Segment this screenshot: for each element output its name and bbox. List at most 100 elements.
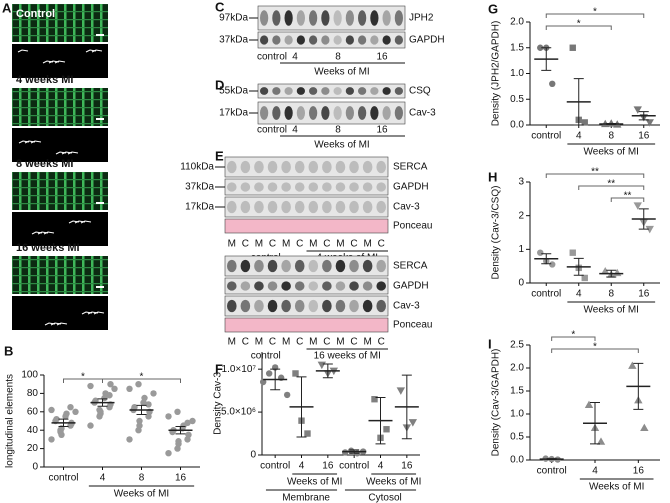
blot-band (281, 281, 291, 291)
blot-band (362, 160, 373, 174)
data-point (145, 401, 152, 408)
y-tick-label: 0 (518, 278, 524, 289)
skeleton-line (80, 220, 92, 224)
sig-label: * (571, 330, 575, 341)
blot-band (333, 106, 342, 120)
data-point (383, 426, 390, 433)
data-point (48, 436, 55, 443)
image-label: Control (16, 8, 55, 20)
data-point (68, 420, 75, 427)
blot-band (254, 259, 264, 273)
sig-bracket (578, 185, 645, 190)
blot-band (321, 35, 330, 45)
skeleton-line (31, 231, 43, 235)
data-point (150, 390, 157, 397)
data-point (581, 274, 588, 282)
blot-strip (224, 255, 389, 277)
blot-band (309, 10, 318, 26)
blot-band (349, 299, 359, 313)
protein-label: Cav-3 (393, 301, 420, 312)
protein-label: Ponceau (393, 320, 432, 331)
blot-band (349, 200, 359, 214)
blot-band (358, 35, 367, 45)
skeleton-line (81, 311, 93, 315)
protein-label: CSQ (409, 86, 431, 97)
data-point (165, 413, 172, 420)
sig-label: ** (624, 191, 632, 202)
x-tick-label: control (531, 289, 561, 300)
blot-band (349, 259, 359, 273)
blot-band (322, 259, 332, 273)
skeleton-line (37, 231, 49, 235)
lane-label: M (336, 337, 344, 348)
data-point (165, 450, 172, 457)
skeleton-line (55, 151, 67, 155)
blot-band (272, 35, 281, 45)
y-tick-label: 0.0 (510, 455, 524, 466)
lane-label: C (296, 239, 303, 250)
data-point (87, 422, 94, 429)
skeleton-line (56, 322, 68, 326)
y-tick-label: 1.0 (510, 68, 524, 79)
lane-label: C (296, 337, 303, 348)
blot-band (308, 299, 319, 313)
lane-label: C (323, 239, 330, 250)
skeleton-line (67, 151, 79, 155)
image-label: 4 weeks MI (16, 74, 73, 86)
blot-band (376, 299, 387, 313)
data-point (131, 404, 138, 411)
blot-band (272, 106, 281, 120)
blot-band (349, 281, 359, 291)
error-bar (573, 78, 584, 126)
blot-band (333, 35, 342, 45)
blot-band (370, 106, 379, 120)
blot-band (382, 10, 391, 26)
blot-band (260, 10, 269, 26)
skeleton-line (61, 151, 73, 155)
blot-band (308, 160, 319, 174)
scale-bar (96, 286, 104, 288)
data-point (317, 361, 327, 370)
lane-label: C (269, 239, 276, 250)
x-tick-label: 16 (175, 473, 187, 484)
skeleton-line (91, 49, 103, 53)
data-point (633, 106, 642, 114)
blot-band (227, 281, 237, 291)
blot-band (267, 200, 278, 214)
data-point (628, 361, 637, 369)
protein-label: Ponceau (393, 221, 432, 232)
group-sublabel: Cytosol (368, 493, 401, 503)
kda-label: 37kDa (219, 35, 248, 46)
data-point (292, 370, 299, 377)
group-label: Weeks of MI (314, 140, 369, 151)
blot-band (345, 10, 354, 26)
blot-band (376, 281, 387, 291)
blot-band (362, 259, 373, 273)
blot-band (308, 200, 319, 214)
blot-band (294, 281, 305, 291)
micrograph (12, 88, 108, 126)
protein-label: SERCA (393, 162, 428, 173)
y-axis-label: Density (Cav-3/CSQ) (491, 186, 502, 280)
blot-band (284, 87, 293, 95)
sig-bracket (551, 348, 639, 353)
blot-band (322, 299, 332, 313)
x-tick-label: control (537, 466, 567, 477)
x-tick-label: control (531, 131, 561, 142)
y-tick-label: 1.0 (510, 409, 524, 420)
skeleton-line (93, 311, 105, 315)
blot-band (382, 35, 391, 45)
y-axis-label: Density Cav-3 (213, 372, 224, 435)
blot-band (227, 200, 237, 214)
y-tick-label: 80 (27, 388, 39, 399)
skeleton-line (85, 49, 97, 53)
blot-band (294, 160, 305, 174)
blot-band (376, 259, 387, 273)
y-tick-label: 0.0 (510, 120, 524, 131)
blot-band (322, 281, 332, 291)
micrograph (12, 4, 108, 42)
skeleton-line (48, 60, 60, 64)
error-bar (296, 376, 307, 438)
data-point (537, 44, 544, 51)
y-axis-label: Density (Cav-3/GAPDH) (491, 349, 502, 457)
